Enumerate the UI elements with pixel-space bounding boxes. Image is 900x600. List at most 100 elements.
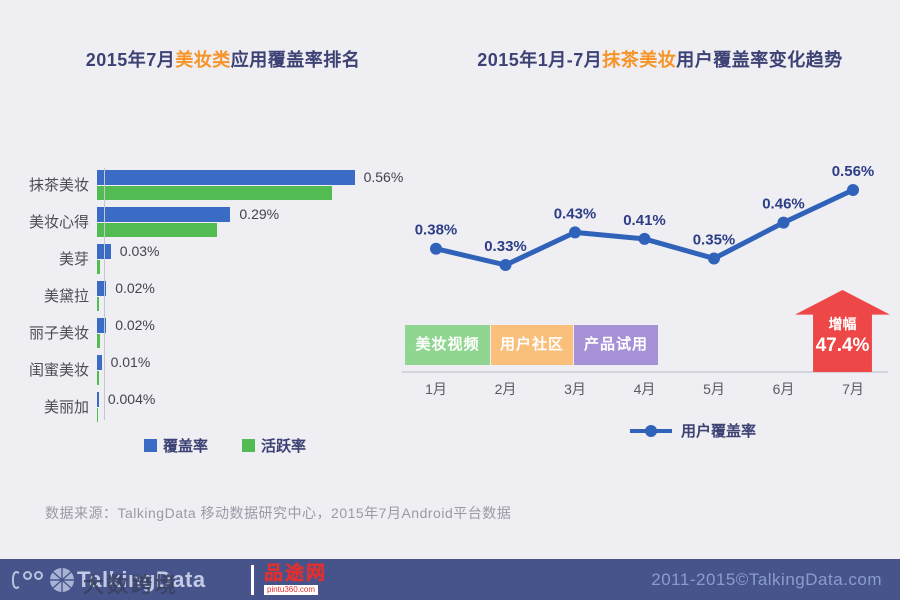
data-point-label: 0.43% <box>554 205 597 222</box>
x-tick-label: 2月 <box>495 381 517 397</box>
data-point-marker <box>638 232 651 245</box>
bar-row: 美黛拉 0.02% <box>29 277 421 314</box>
legend-line-marker-icon <box>630 424 672 437</box>
phase-box-video: 美妆视频 <box>405 325 490 365</box>
bar-coverage <box>97 206 231 222</box>
legend-item-coverage: 覆盖率 <box>143 435 208 456</box>
data-point-label: 0.38% <box>415 222 458 239</box>
source-note: 数据来源：TalkingData 移动数据研究中心，2015年7月Android… <box>45 505 512 521</box>
pintu-logo: 品途网 <box>264 563 328 584</box>
bar-line-active <box>97 260 160 274</box>
footer-copyright: 2011-2015©TalkingData.com <box>651 569 882 589</box>
x-tick-label: 5月 <box>703 381 725 397</box>
line-chart-plot: 1月 2月 3月 4月 5月 6月 7月 0.38% 0.33% 0.43% 0.41% 0.35% 0… <box>402 163 888 397</box>
bar-category-label: 美妆心得 <box>29 214 90 231</box>
bar-active <box>97 334 100 348</box>
line-chart: 1月 2月 3月 4月 5月 6月 7月 0.38% 0.33% 0.43% 0.41% 0.35% 0… <box>400 158 892 468</box>
bar-active <box>97 186 332 200</box>
bar-line-coverage: 0.29% <box>97 206 279 222</box>
bar-line-active <box>97 297 155 311</box>
pintu-logo-block: 品途网 pintu360.com <box>264 564 327 595</box>
footer-divider <box>251 564 254 595</box>
line-chart-title-prefix: 2015年1月-7月 <box>477 50 603 70</box>
legend-label-active: 活跃率 <box>261 438 307 455</box>
data-point-label: 0.56% <box>832 163 875 180</box>
bar-row: 美妆心得 0.29% <box>29 203 421 240</box>
phase-box-trial: 产品试用 <box>574 325 658 365</box>
bar-line-coverage: 0.56% <box>97 169 403 185</box>
bar-line-active <box>97 334 155 348</box>
line-chart-title: 2015年1月-7月抹茶美妆用户覆盖率变化趋势 <box>430 46 890 72</box>
bar-category-label: 抹茶美妆 <box>29 177 90 194</box>
bar-category-label: 美芽 <box>58 251 89 268</box>
data-point-label: 0.41% <box>623 212 666 229</box>
data-point-label: 0.46% <box>762 196 805 213</box>
bar-chart-rows: 抹茶美妆 0.56% 美妆心得 0.29% 美芽 0.03% 美黛拉 0.02% 丽子美妆 0.0… <box>29 166 421 425</box>
bar-coverage <box>97 317 107 333</box>
bar-category-label: 闺蜜美妆 <box>29 362 90 379</box>
growth-arrow-label: 增幅 <box>828 316 857 332</box>
bar-group: 0.004% <box>97 391 155 422</box>
bar-line-active <box>97 371 150 385</box>
bar-line-active <box>97 186 403 200</box>
bar-coverage <box>97 280 107 296</box>
bar-row: 美芽 0.03% <box>29 240 421 277</box>
line-chart-legend: 用户覆盖率 <box>628 420 756 441</box>
watermark-icon <box>12 570 43 589</box>
bar-line-active <box>97 223 279 237</box>
bar-value-label: 0.004% <box>107 391 156 407</box>
bar-group: 0.01% <box>97 354 150 385</box>
bar-line-coverage: 0.02% <box>97 317 155 333</box>
data-point-marker <box>430 242 442 255</box>
bar-row: 丽子美妆 0.02% <box>29 314 421 351</box>
legend-swatch-blue-icon <box>143 439 157 452</box>
bar-chart-legend: 覆盖率 活跃率 <box>29 435 421 456</box>
bar-active <box>97 223 217 237</box>
line-chart-title-highlight: 抹茶美妆 <box>602 50 677 70</box>
bar-coverage <box>97 243 111 259</box>
bar-active <box>97 297 100 311</box>
legend-item-active: 活跃率 <box>242 435 306 456</box>
data-point-marker <box>708 252 720 265</box>
bar-chart-y-axis <box>104 168 105 420</box>
bar-chart: 抹茶美妆 0.56% 美妆心得 0.29% 美芽 0.03% 美黛拉 0.02% 丽子美妆 0.0… <box>29 166 421 456</box>
bar-line-coverage: 0.004% <box>97 391 155 407</box>
data-point-marker <box>499 259 512 271</box>
footer-bar: TalkingData 大数跨境 品途网 pintu360.com 2011-2… <box>0 559 900 600</box>
bar-coverage <box>97 391 99 407</box>
bar-chart-title-highlight: 美妆类 <box>175 50 231 70</box>
bar-group: 0.03% <box>97 243 160 274</box>
data-point-marker <box>777 216 790 229</box>
data-point-label: 0.33% <box>484 238 527 255</box>
x-tick-label: 3月 <box>564 381 586 397</box>
bar-line-active <box>97 408 155 422</box>
pintu-domain: pintu360.com <box>264 585 319 595</box>
bar-coverage <box>97 354 102 370</box>
x-tick-label: 1月 <box>425 381 447 397</box>
data-point-marker <box>569 226 581 239</box>
x-tick-label: 7月 <box>842 381 864 397</box>
footer-logo-stack: TalkingData 大数跨境 <box>77 565 245 597</box>
bar-line-coverage: 0.01% <box>97 354 150 370</box>
bar-group: 0.02% <box>97 317 155 348</box>
legend-swatch-green-icon <box>242 439 255 452</box>
data-point-label: 0.35% <box>693 231 736 248</box>
bar-group: 0.29% <box>97 206 279 237</box>
talkingdata-logo: TalkingData <box>77 566 206 592</box>
legend-label-coverage: 覆盖率 <box>162 438 208 455</box>
bar-line-coverage: 0.03% <box>97 243 160 259</box>
bar-value-label: 0.03% <box>119 243 160 259</box>
bar-chart-title-suffix: 应用覆盖率排名 <box>230 50 361 70</box>
bar-row: 美丽加 0.004% <box>29 388 421 425</box>
x-tick-label: 6月 <box>773 381 795 397</box>
bar-row: 抹茶美妆 0.56% <box>29 166 421 203</box>
growth-arrow-value: 47.4% <box>815 335 870 356</box>
watermark-text: 大数跨境 <box>83 573 179 597</box>
bar-value-label: 0.56% <box>363 169 404 185</box>
bar-category-label: 美丽加 <box>43 399 89 416</box>
bar-coverage <box>97 169 355 185</box>
bar-group: 0.02% <box>97 280 155 311</box>
bar-category-label: 丽子美妆 <box>29 325 90 342</box>
bar-value-label: 0.01% <box>110 354 151 370</box>
